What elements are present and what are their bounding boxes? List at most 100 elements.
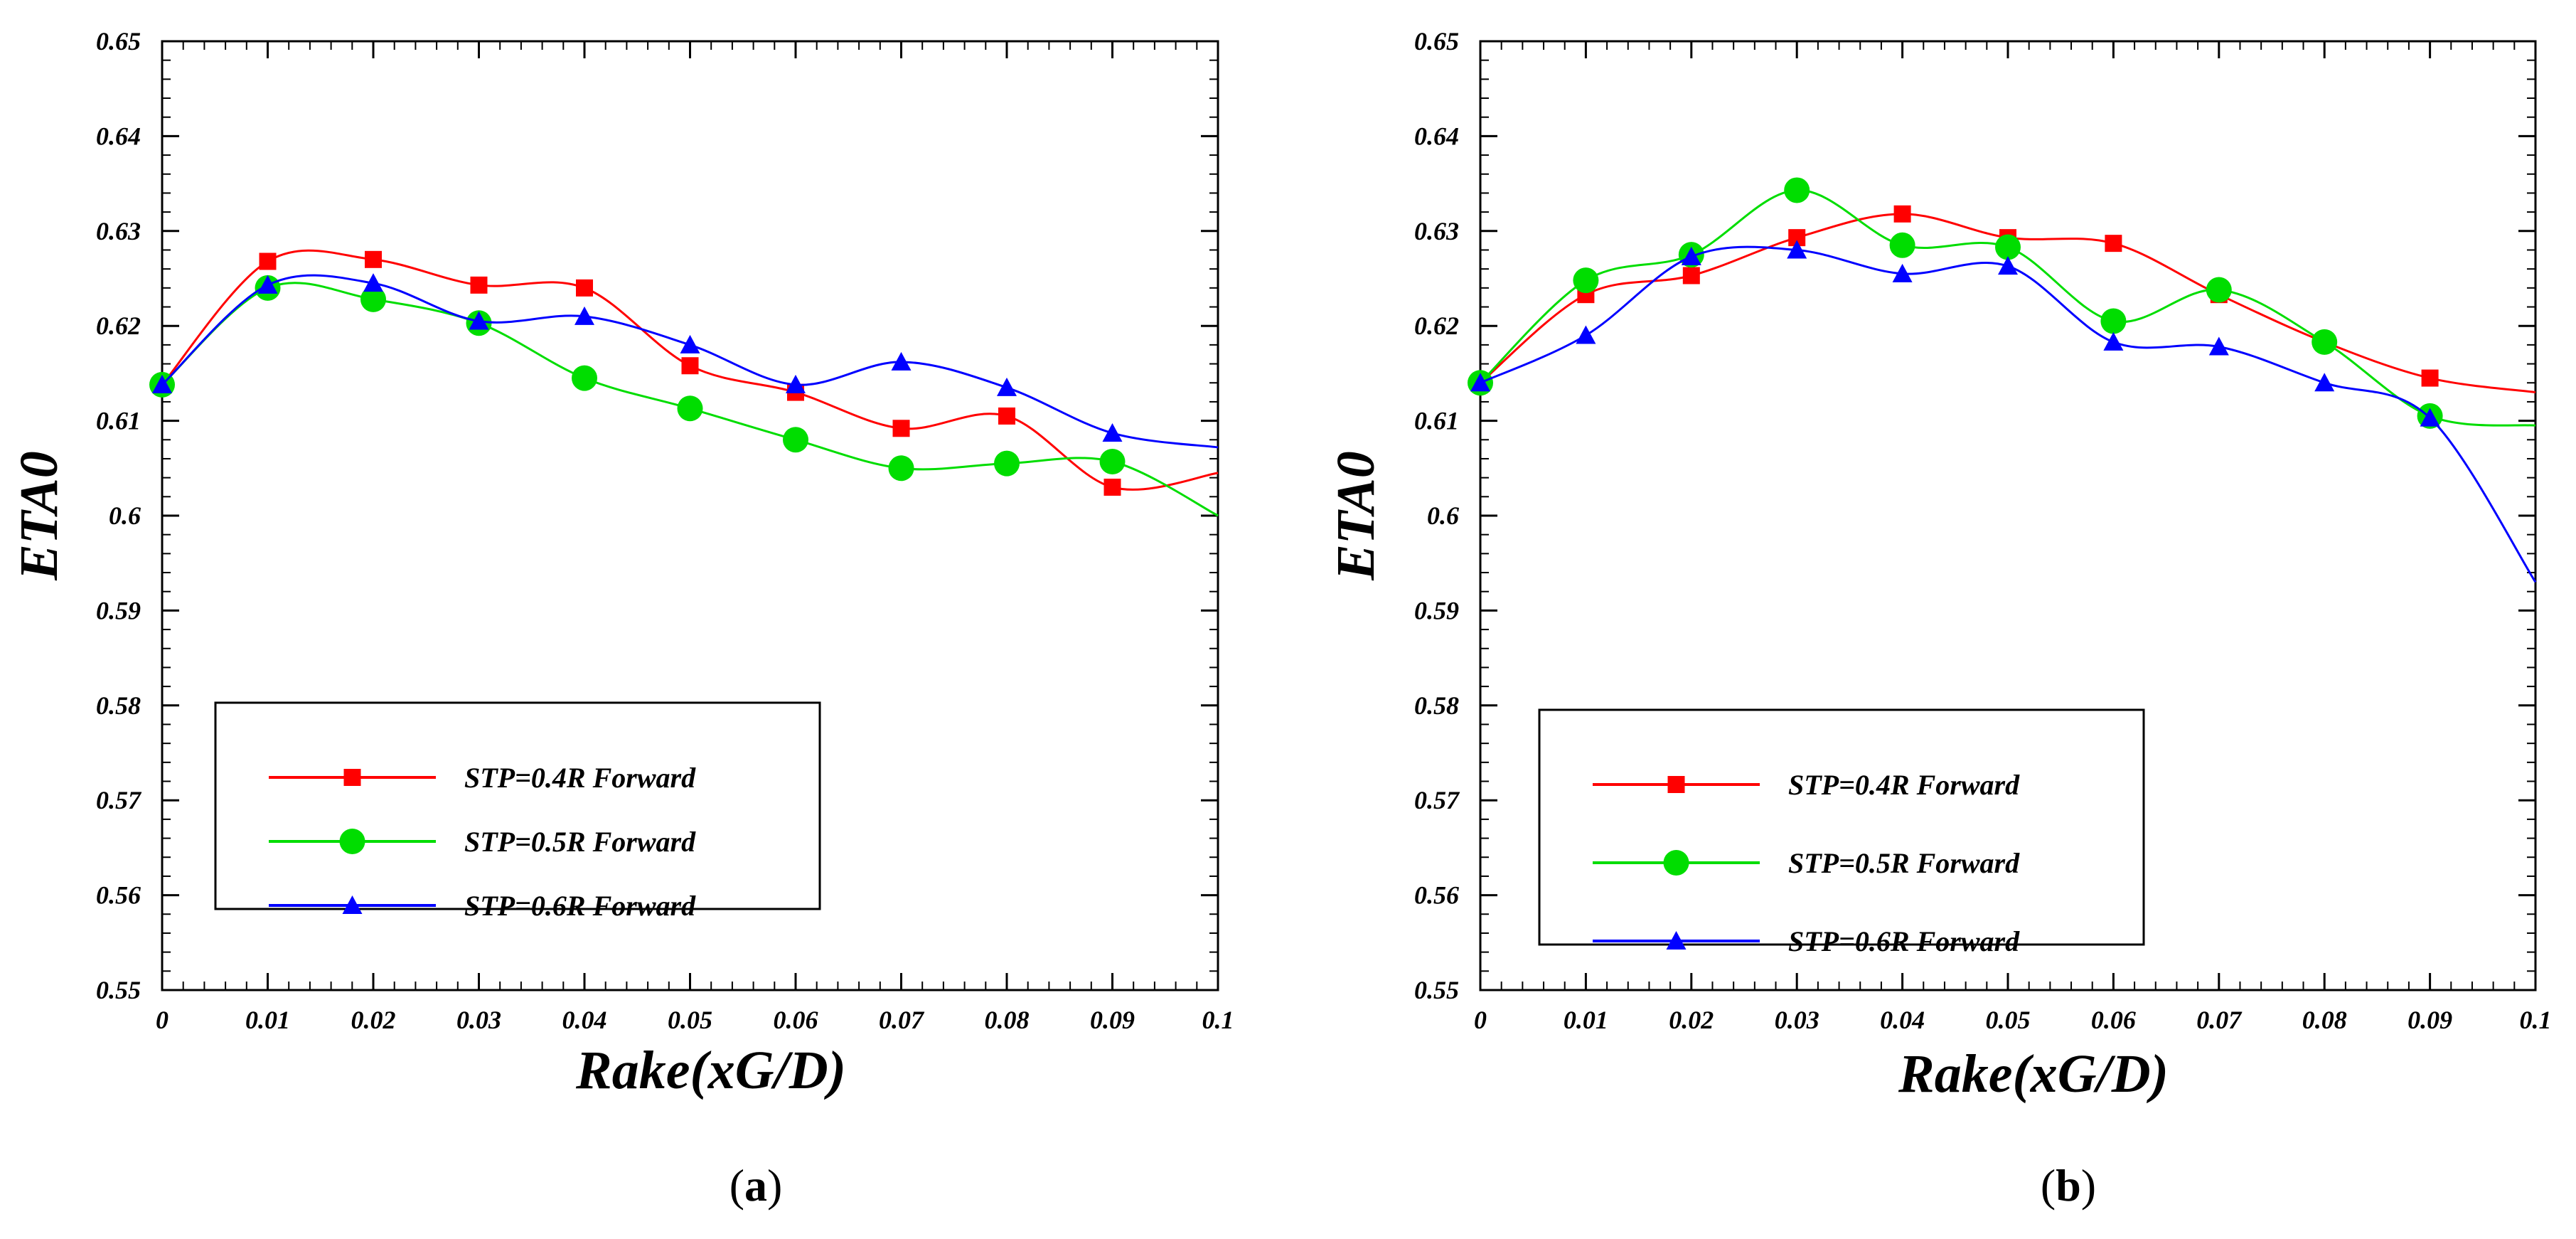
y-tick-label: 0.57	[96, 786, 142, 814]
data-point	[469, 311, 489, 330]
data-point	[1784, 177, 1810, 203]
data-point	[677, 395, 703, 422]
chart-panel-b: 0 0.01 0.02 0.03 0.04 0.05 0.06 0.07 0.08 0.09 0.1…	[1326, 27, 2552, 1104]
data-point	[152, 374, 172, 393]
x-tick-label: 0	[1474, 1006, 1487, 1034]
x-tick-label: 0.06	[774, 1006, 818, 1034]
y-tick-label: 0.56	[1414, 881, 1459, 910]
data-point	[1681, 246, 1701, 265]
data-point	[470, 276, 488, 294]
x-tick-label: 0.05	[1986, 1006, 2031, 1034]
data-point	[892, 420, 910, 437]
y-tick-label: 0.55	[96, 976, 141, 1004]
data-point	[2100, 308, 2127, 334]
x-tick-label: 0.03	[456, 1006, 501, 1034]
x-tick-label: 0.09	[2407, 1006, 2452, 1034]
data-point	[1573, 267, 1599, 294]
data-point	[994, 450, 1020, 477]
data-point	[2314, 373, 2335, 392]
data-point	[1787, 240, 1807, 259]
y-tick-label: 0.55	[1414, 976, 1459, 1004]
y-tick-label: 0.61	[96, 407, 141, 435]
legend-marker	[343, 769, 361, 786]
data-point	[2312, 329, 2338, 355]
x-axis-title: Rake(xG/D)	[1898, 1044, 2169, 1104]
y-axis-title: ETA0	[1326, 451, 1386, 581]
data-point	[257, 275, 278, 294]
y-tick-label: 0.62	[1414, 312, 1459, 340]
chart-panel-a: 0 0.01 0.02 0.03 0.04 0.05 0.06 0.07 0.08 0.09 0.1…	[9, 27, 1234, 1100]
data-point	[1995, 234, 2021, 260]
x-axis-title: Rake(xG/D)	[575, 1041, 846, 1100]
data-point	[2421, 369, 2439, 387]
legend-box	[1538, 708, 2145, 946]
legend: STP=0.4R Forward STP=0.5R Forward STP=0.6R…	[214, 701, 821, 922]
data-point	[1576, 325, 1596, 344]
series-stp-0-6r-forward	[152, 273, 1219, 449]
x-tick-label: 0	[156, 1006, 169, 1034]
data-point	[1102, 422, 1123, 442]
data-point	[1103, 478, 1121, 496]
data-point	[365, 250, 382, 268]
data-point	[1892, 263, 1913, 282]
legend: STP=0.4R Forward STP=0.5R Forward STP=0.6R…	[1538, 708, 2145, 957]
data-point	[572, 365, 597, 391]
data-point	[888, 455, 914, 482]
data-point	[680, 334, 700, 353]
y-tick-label: 0.63	[96, 217, 141, 245]
x-tick-label: 0.1	[2520, 1006, 2552, 1034]
y-tick-label: 0.64	[1414, 122, 1459, 150]
caption-a: (a)	[729, 1160, 783, 1211]
legend-label: STP=0.6R Forward	[464, 890, 696, 922]
x-tick-label: 0.02	[1669, 1006, 1714, 1034]
y-tick-label: 0.59	[1414, 596, 1459, 624]
y-tick-label: 0.56	[96, 881, 141, 910]
data-point	[2103, 331, 2124, 351]
data-point	[259, 252, 277, 270]
x-tick-label: 0.05	[668, 1006, 712, 1034]
y-tick-label: 0.57	[1414, 786, 1460, 814]
legend-box	[214, 701, 821, 910]
x-tick-label: 0.01	[245, 1006, 290, 1034]
data-point	[2206, 277, 2232, 303]
x-tick-label: 0.07	[879, 1006, 925, 1034]
data-point	[2420, 408, 2440, 427]
x-tick-label: 0.09	[1090, 1006, 1135, 1034]
series-line	[1480, 245, 2537, 583]
y-tick-label: 0.6	[1427, 501, 1459, 530]
x-tick-label: 0.02	[351, 1006, 396, 1034]
legend-marker	[1666, 931, 1687, 950]
data-point	[576, 279, 593, 297]
data-point	[1682, 267, 1700, 285]
legend-label: STP=0.5R Forward	[464, 826, 696, 858]
data-point	[1470, 373, 1490, 392]
legend-marker	[1667, 776, 1685, 793]
legend-label: STP=0.6R Forward	[1788, 925, 2020, 957]
data-point	[681, 357, 699, 375]
x-tick-label: 0.1	[1202, 1006, 1234, 1034]
x-tick-label: 0.08	[985, 1006, 1030, 1034]
data-point	[1998, 256, 2018, 275]
series-stp-0-5r-forward	[1468, 177, 2536, 429]
caption-b: (b)	[2041, 1160, 2096, 1211]
y-tick-label: 0.63	[1414, 217, 1459, 245]
y-axis-title: ETA0	[9, 451, 69, 581]
y-tick-label: 0.62	[96, 312, 141, 340]
data-point	[1889, 232, 1915, 258]
data-point	[2105, 235, 2122, 252]
x-tick-label: 0.04	[562, 1006, 607, 1034]
data-point	[363, 273, 383, 292]
y-tick-label: 0.65	[1414, 27, 1459, 55]
x-tick-label: 0.06	[2091, 1006, 2136, 1034]
x-tick-label: 0.01	[1564, 1006, 1608, 1034]
data-point	[997, 377, 1017, 396]
y-tick-label: 0.6	[109, 501, 141, 530]
data-point	[891, 351, 912, 371]
data-point	[783, 427, 808, 453]
data-point	[1099, 448, 1126, 474]
y-tick-label: 0.64	[96, 122, 141, 150]
series-stp-0-6r-forward	[1470, 240, 2537, 583]
data-point	[998, 407, 1015, 425]
data-point	[574, 306, 594, 325]
